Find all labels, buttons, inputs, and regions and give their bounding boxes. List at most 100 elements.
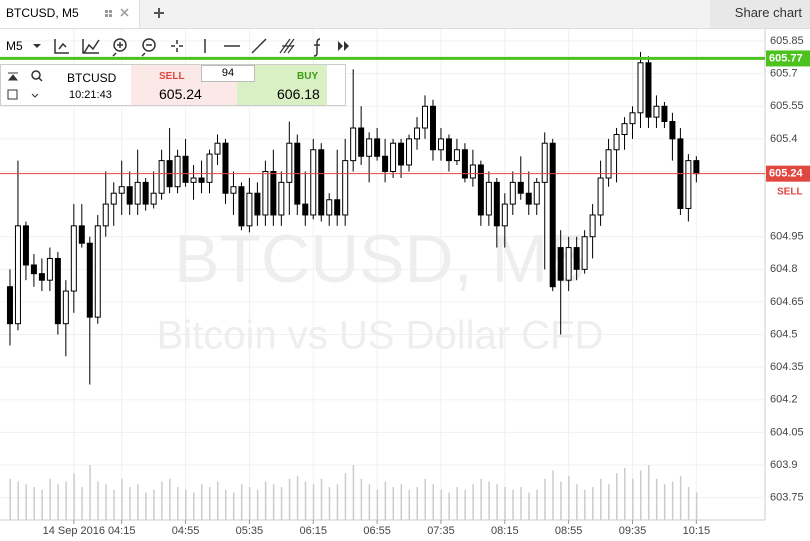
share-button[interactable]: Share chart bbox=[710, 0, 810, 28]
volume-bar bbox=[17, 481, 19, 520]
volume-bar bbox=[584, 489, 586, 520]
volume-bar bbox=[49, 478, 51, 520]
volume-bar bbox=[624, 467, 626, 520]
volume-bar bbox=[440, 489, 442, 520]
candle-body bbox=[102, 203, 109, 227]
volume-bar bbox=[312, 484, 315, 520]
candle-body bbox=[158, 160, 165, 194]
tab-icons bbox=[105, 8, 129, 17]
volume-bar bbox=[480, 478, 482, 520]
volume-bar bbox=[376, 489, 379, 520]
volume-bar bbox=[639, 470, 642, 520]
volume-bar bbox=[81, 487, 83, 520]
candle-body bbox=[134, 181, 141, 205]
candle-body bbox=[230, 186, 237, 194]
y-tick-label: 605.85 bbox=[770, 35, 804, 47]
price-tag-note: SELL bbox=[777, 186, 803, 197]
volume-bar bbox=[560, 481, 562, 520]
tool-icons bbox=[33, 38, 349, 57]
candle-body bbox=[150, 192, 157, 205]
candle-body bbox=[262, 170, 269, 216]
candle-body bbox=[246, 192, 253, 227]
candle-body bbox=[597, 177, 604, 216]
candle-body bbox=[270, 170, 277, 216]
candle-body bbox=[38, 273, 45, 281]
candle-body bbox=[541, 142, 548, 183]
candle-body bbox=[342, 160, 349, 216]
volume-bar bbox=[121, 478, 123, 520]
x-tick-label: 14 Sep 2016 bbox=[43, 525, 105, 537]
volume-bar bbox=[600, 478, 602, 520]
y-tick-label: 603.75 bbox=[770, 492, 804, 504]
candle-body bbox=[581, 236, 588, 270]
candle-body bbox=[62, 290, 69, 325]
volume-bar bbox=[33, 487, 35, 520]
volume-bar bbox=[169, 478, 171, 520]
volume-bar bbox=[472, 484, 474, 520]
volume-bar bbox=[288, 478, 291, 520]
candle-body bbox=[669, 120, 676, 140]
candle-body bbox=[86, 242, 93, 318]
candle-body bbox=[110, 192, 117, 205]
volume-bar bbox=[687, 487, 690, 520]
volume-bar bbox=[89, 465, 91, 520]
candle-body bbox=[182, 155, 189, 183]
volume-bar bbox=[408, 489, 411, 520]
y-tick-label: 603.9 bbox=[770, 459, 798, 471]
volume-bar bbox=[576, 484, 578, 520]
candle-body bbox=[198, 177, 205, 183]
candle-body bbox=[406, 138, 413, 166]
volume-bar bbox=[25, 484, 27, 520]
sell-price: 605.24 bbox=[159, 86, 202, 102]
y-tick-label: 605.4 bbox=[770, 133, 798, 145]
x-tick-label: 09:35 bbox=[619, 525, 647, 537]
candle-body bbox=[46, 257, 53, 281]
volume-bar bbox=[368, 484, 371, 520]
candle-body bbox=[629, 112, 636, 125]
watermark: BTCUSD, M5 bbox=[174, 221, 586, 297]
volume-bar bbox=[384, 481, 387, 520]
volume-bar bbox=[464, 489, 466, 520]
volume-bar bbox=[113, 489, 115, 520]
x-tick-label: 07:35 bbox=[427, 525, 455, 537]
candle-body bbox=[118, 186, 125, 194]
volume-bar bbox=[488, 481, 490, 520]
candle-body bbox=[302, 203, 309, 216]
y-tick-label: 604.8 bbox=[770, 263, 798, 275]
candle-body bbox=[461, 149, 468, 179]
candle-body bbox=[477, 164, 484, 216]
candle-body bbox=[453, 149, 460, 162]
candle-body bbox=[525, 192, 532, 205]
volume-bar bbox=[185, 489, 187, 520]
candle-body bbox=[414, 127, 421, 140]
candle-body bbox=[358, 127, 365, 157]
candle-body bbox=[398, 142, 405, 166]
candle-body bbox=[493, 181, 500, 227]
candle-body bbox=[390, 142, 397, 172]
x-tick-label: 08:55 bbox=[555, 525, 583, 537]
candle-body bbox=[222, 142, 229, 194]
volume-bar bbox=[416, 487, 419, 520]
spread: 94 bbox=[201, 65, 255, 82]
sell-label: SELL bbox=[159, 71, 185, 82]
y-tick-label: 604.35 bbox=[770, 361, 804, 373]
candle-body bbox=[350, 127, 357, 162]
volume-bar bbox=[392, 487, 395, 520]
candle-body bbox=[445, 138, 452, 162]
candle-body bbox=[517, 181, 524, 194]
watermark: Bitcoin vs US Dollar CFD bbox=[157, 314, 604, 358]
volume-bar bbox=[528, 492, 530, 520]
volume-bar bbox=[512, 489, 514, 520]
candle-body bbox=[653, 105, 660, 118]
interval[interactable]: M5 bbox=[6, 39, 23, 53]
tab[interactable]: BTCUSD, M5 bbox=[0, 0, 140, 28]
axis-panel bbox=[765, 0, 810, 541]
y-tick-label: 604.2 bbox=[770, 394, 798, 406]
volume-bar bbox=[328, 487, 331, 520]
candle-body bbox=[589, 214, 596, 238]
trade-panel: BTCUSD 10:21:43 SELL 605.24 BUY 606.18 9… bbox=[0, 64, 346, 106]
add-tab[interactable] bbox=[150, 0, 170, 28]
candle-body bbox=[206, 153, 213, 183]
